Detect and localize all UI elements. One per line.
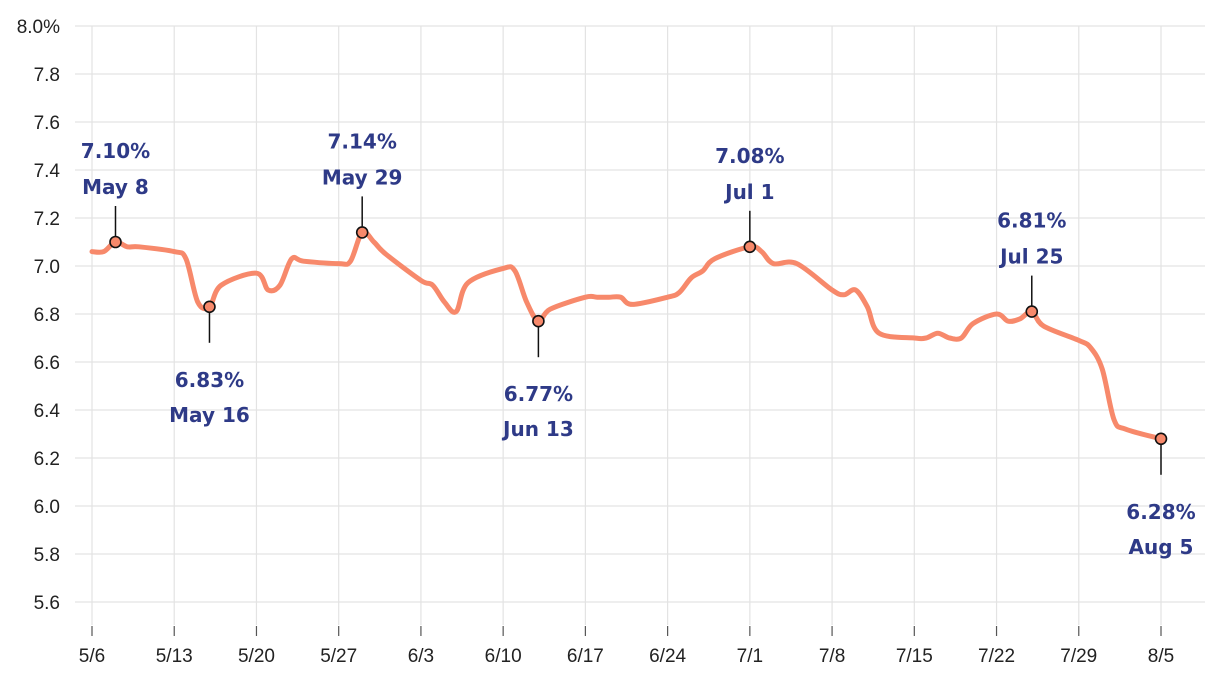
x-tick-label: 6/10 (485, 646, 522, 667)
annotation: 7.14% May 29 (322, 129, 403, 239)
x-tick-label: 7/8 (819, 646, 845, 667)
y-tick-label: 6.8 (34, 305, 60, 326)
gridlines (75, 25, 1205, 636)
y-tick-label: 5.8 (34, 545, 60, 566)
annotation-value-label: 6.28% (1126, 500, 1195, 524)
data-point-marker (1154, 432, 1168, 446)
x-tick-label: 5/13 (156, 646, 193, 667)
x-tick-label: 7/1 (737, 646, 763, 667)
x-tick-label: 7/15 (896, 646, 933, 667)
y-tick-label: 7.0 (34, 257, 60, 278)
x-tick-label: 6/17 (567, 646, 604, 667)
annotation-date-label: May 8 (82, 175, 149, 199)
x-tick-label: 7/22 (978, 646, 1015, 667)
y-tick-label: 7.4 (34, 161, 61, 182)
annotation: 6.81% Jul 25 (997, 209, 1066, 318)
y-tick-label: 6.2 (34, 449, 60, 470)
y-tick-label: 6.0 (34, 497, 60, 518)
y-tick-label: 7.6 (34, 113, 60, 134)
annotation: 6.77% Jun 13 (501, 314, 574, 441)
annotation-value-label: 6.81% (997, 209, 1066, 233)
y-axis-tick-labels: 5.6 5.8 6.0 6.2 6.4 6.6 6.8 7.0 7.2 7.4 7.6 7.8 8.0% (17, 17, 61, 614)
y-tick-label: 7.2 (34, 209, 60, 230)
annotation-value-label: 6.77% (504, 382, 573, 406)
data-point-marker (1025, 305, 1039, 318)
data-point-marker (532, 314, 545, 328)
annotation: 6.28% Aug 5 (1126, 432, 1196, 559)
series-layer (89, 229, 1164, 442)
annotation-value-label: 6.83% (175, 368, 244, 392)
x-axis-tick-labels: 5/6 5/13 5/20 5/27 6/3 6/10 6/17 6/24 7/1 7/8 7/15… (79, 646, 1174, 667)
annotation-value-label: 7.14% (327, 129, 396, 153)
annotation-date-label: May 16 (169, 403, 250, 427)
annotation-value-label: 7.10% (81, 139, 150, 163)
annotation-value-label: 7.08% (715, 144, 784, 168)
y-tick-label: 6.6 (34, 353, 60, 374)
annotation-date-label: Aug 5 (1129, 535, 1194, 559)
x-tick-label: 5/27 (320, 646, 357, 667)
y-tick-label: 7.8 (34, 65, 60, 86)
data-point-marker (109, 235, 122, 249)
x-tick-label: 6/24 (649, 646, 686, 667)
annotation: 7.08% Jul 1 (715, 144, 785, 254)
x-tick-label: 8/5 (1148, 646, 1174, 667)
x-tick-label: 6/3 (408, 646, 434, 667)
data-point-marker (203, 300, 216, 314)
annotation-date-label: Jul 1 (723, 180, 774, 204)
y-tick-label: 5.6 (34, 593, 60, 614)
y-tick-label: 8.0% (17, 17, 60, 38)
data-point-marker (355, 226, 369, 239)
annotation-date-label: Jun 13 (501, 417, 574, 441)
annotation-date-label: Jul 25 (998, 245, 1063, 269)
y-tick-label: 6.4 (34, 401, 61, 422)
data-point-marker (743, 240, 757, 254)
x-tick-label: 5/6 (79, 646, 105, 667)
annotation: 7.10% May 8 (81, 139, 150, 249)
annotation-date-label: May 29 (322, 165, 403, 189)
x-tick-label: 5/20 (238, 646, 275, 667)
x-tick-label: 7/29 (1060, 646, 1097, 667)
series-line (89, 229, 1164, 442)
annotation-layer: 7.10% May 8 6.83% May 16 7.14% May 29 6.77% Jun… (81, 129, 1196, 558)
annotation: 6.83% May 16 (169, 300, 250, 427)
